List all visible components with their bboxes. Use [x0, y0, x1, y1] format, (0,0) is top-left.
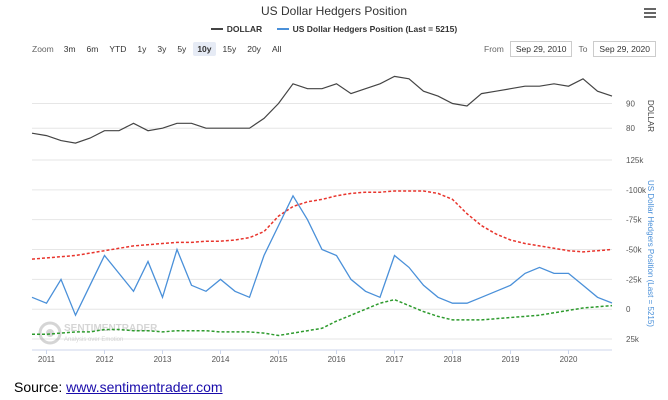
watermark-logo-icon — [38, 321, 62, 345]
x-tick-label: 2012 — [96, 355, 114, 364]
dollar-tick-label: 80 — [626, 124, 635, 133]
grid-lines — [32, 103, 612, 340]
zoom-label: Zoom — [32, 44, 54, 54]
legend-swatch-hedgers — [276, 28, 289, 30]
to-label: To — [578, 44, 588, 54]
zoom-20y-button[interactable]: 20y — [247, 44, 261, 54]
zoom-1y-button[interactable]: 1y — [137, 44, 147, 54]
hedgers-tick-label: 0 — [626, 305, 631, 314]
watermark: SENTIMENTRADER Analysis over Emotion — [38, 321, 158, 345]
hedgers-tick-label: -100k — [626, 186, 647, 195]
x-tick-label: 2020 — [560, 355, 578, 364]
x-tick-label: 2014 — [212, 355, 230, 364]
source-prefix: Source: — [14, 379, 67, 395]
date-range: From Sep 29, 2010 To Sep 29, 2020 — [484, 41, 656, 57]
to-date-input[interactable]: Sep 29, 2020 — [593, 41, 656, 57]
hedgers-tick-label: -25k — [626, 275, 643, 284]
zoom-5y-button[interactable]: 5y — [177, 44, 187, 54]
legend-item-hedgers[interactable]: US Dollar Hedgers Position (Last = 5215) — [276, 24, 458, 34]
hedgers-tick-label: -50k — [626, 246, 643, 255]
watermark-tagline: Analysis over Emotion — [64, 337, 123, 343]
source-link[interactable]: www.sentimentrader.com — [66, 379, 223, 395]
x-tick-label: 2016 — [328, 355, 346, 364]
dollar-axis-label: DOLLAR — [646, 100, 655, 132]
hedgers-series-line — [31, 194, 613, 317]
legend: DOLLAR US Dollar Hedgers Position (Last … — [0, 22, 668, 34]
axes-layer: 80 90 125k -100k -75k -50k -25k 0 25k 2011 2012 201… — [32, 100, 647, 364]
x-tick-label: 2011 — [38, 355, 56, 364]
hamburger-menu-icon[interactable] — [644, 8, 656, 20]
legend-item-dollar[interactable]: DOLLAR — [210, 24, 263, 34]
x-tick-label: 2018 — [444, 355, 462, 364]
hedgers-axis-label: US Dollar Hedgers Position (Last = 5215) — [646, 180, 655, 327]
series-layer — [31, 75, 613, 337]
zoom-15y-button[interactable]: 15y — [222, 44, 237, 54]
dollar-series-line — [31, 75, 613, 144]
x-tick-label: 2015 — [270, 355, 288, 364]
zoom-10y-button[interactable]: 10y — [193, 42, 216, 56]
zoom-6m-button[interactable]: 6m — [86, 44, 99, 54]
legend-label-hedgers: US Dollar Hedgers Position (Last = 5215) — [292, 24, 458, 34]
x-tick-label: 2017 — [386, 355, 404, 364]
legend-label-dollar: DOLLAR — [226, 24, 263, 34]
zoom-all-button[interactable]: All — [271, 44, 282, 54]
from-date-input[interactable]: Sep 29, 2010 — [509, 41, 573, 57]
zoom-ytd-button[interactable]: YTD — [109, 44, 127, 54]
dollar-tick-label: 90 — [626, 100, 635, 109]
zoom-toolbar: Zoom 3m 6m YTD 1y 3y 5y 10y 15y 20y All — [32, 42, 288, 56]
lower-band-line — [32, 298, 613, 337]
zoom-3m-button[interactable]: 3m — [63, 44, 76, 54]
x-tick-label: 2019 — [502, 355, 520, 364]
zoom-3y-button[interactable]: 3y — [157, 44, 167, 54]
from-label: From — [484, 44, 504, 54]
hedgers-tick-label: 125k — [626, 156, 644, 165]
chart-title: US Dollar Hedgers Position — [260, 4, 408, 18]
x-tick-label: 2013 — [154, 355, 172, 364]
hedgers-tick-label: 25k — [626, 335, 640, 344]
upper-band-line — [31, 190, 613, 260]
source-line: Source: www.sentimentrader.com — [14, 379, 223, 395]
hedgers-tick-label: -75k — [626, 216, 643, 225]
watermark-name: SENTIMENTRADER — [64, 323, 158, 334]
legend-swatch-dollar — [210, 28, 223, 30]
